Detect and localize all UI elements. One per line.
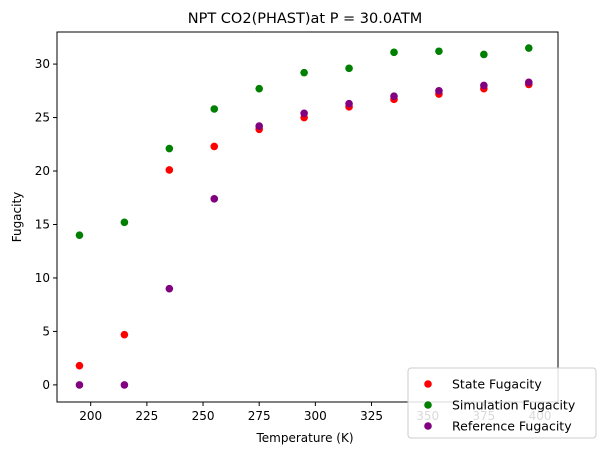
legend-frame [407, 367, 597, 439]
point-series-0-0 [75, 361, 84, 370]
x-tick-label-5: 325 [360, 409, 383, 423]
chart-title: NPT CO2(PHAST)at P = 30.0ATM [188, 11, 423, 27]
legend-marker-1 [424, 401, 432, 409]
point-series-2-0 [75, 381, 84, 389]
point-series-1-0 [75, 231, 84, 239]
point-series-2-10 [524, 78, 533, 87]
y-axis-label: Fugacity [10, 192, 24, 243]
point-series-2-6 [345, 99, 353, 108]
y-tick-label-1: 5 [42, 324, 50, 338]
point-series-1-10 [524, 44, 533, 52]
point-series-1-1 [120, 218, 129, 227]
point-series-0-2 [165, 166, 174, 174]
legend-label-0: State Fugacity [452, 377, 542, 392]
point-series-1-3 [210, 105, 219, 113]
point-series-1-6 [345, 64, 353, 73]
point-series-1-9 [480, 50, 488, 59]
point-series-2-4 [255, 122, 263, 130]
point-series-2-7 [390, 92, 398, 100]
legend-label-1: Simulation Fugacity [452, 398, 576, 413]
point-series-2-5 [300, 109, 308, 118]
y-tick-label-4: 20 [35, 164, 50, 178]
x-axis-label: Temperature (K) [255, 431, 353, 445]
point-series-2-9 [480, 81, 488, 90]
y-tick-label-2: 10 [35, 271, 50, 285]
point-series-2-2 [165, 284, 174, 293]
y-axis: 0 5 10 15 20 25 30 [35, 57, 57, 392]
x-tick-label-2: 250 [192, 409, 215, 423]
x-tick-label-4: 300 [304, 409, 327, 423]
legend: State Fugacity Simulation Fugacity Referen… [407, 367, 597, 439]
plot-area-frame [56, 31, 559, 403]
point-series-1-2 [165, 144, 174, 153]
point-series-2-8 [435, 87, 443, 95]
y-tick-label-6: 30 [35, 57, 50, 71]
y-tick-label-0: 0 [42, 378, 50, 392]
point-series-1-8 [435, 47, 443, 56]
legend-marker-2 [424, 422, 432, 430]
point-series-0-1 [120, 330, 129, 339]
point-series-0-3 [210, 142, 219, 151]
points-layer [75, 44, 533, 389]
point-series-1-7 [390, 48, 398, 57]
y-tick-label-5: 25 [35, 111, 50, 125]
legend-marker-0 [424, 380, 432, 388]
legend-label-2: Reference Fugacity [452, 419, 572, 434]
x-tick-label-1: 225 [135, 409, 158, 423]
x-tick-label-0: 200 [79, 409, 102, 423]
y-tick-label-3: 15 [35, 217, 50, 231]
point-series-1-4 [255, 84, 263, 93]
point-series-2-1 [120, 381, 129, 389]
x-tick-label-3: 275 [248, 409, 271, 423]
point-series-1-5 [300, 68, 308, 77]
point-series-2-3 [210, 195, 219, 203]
